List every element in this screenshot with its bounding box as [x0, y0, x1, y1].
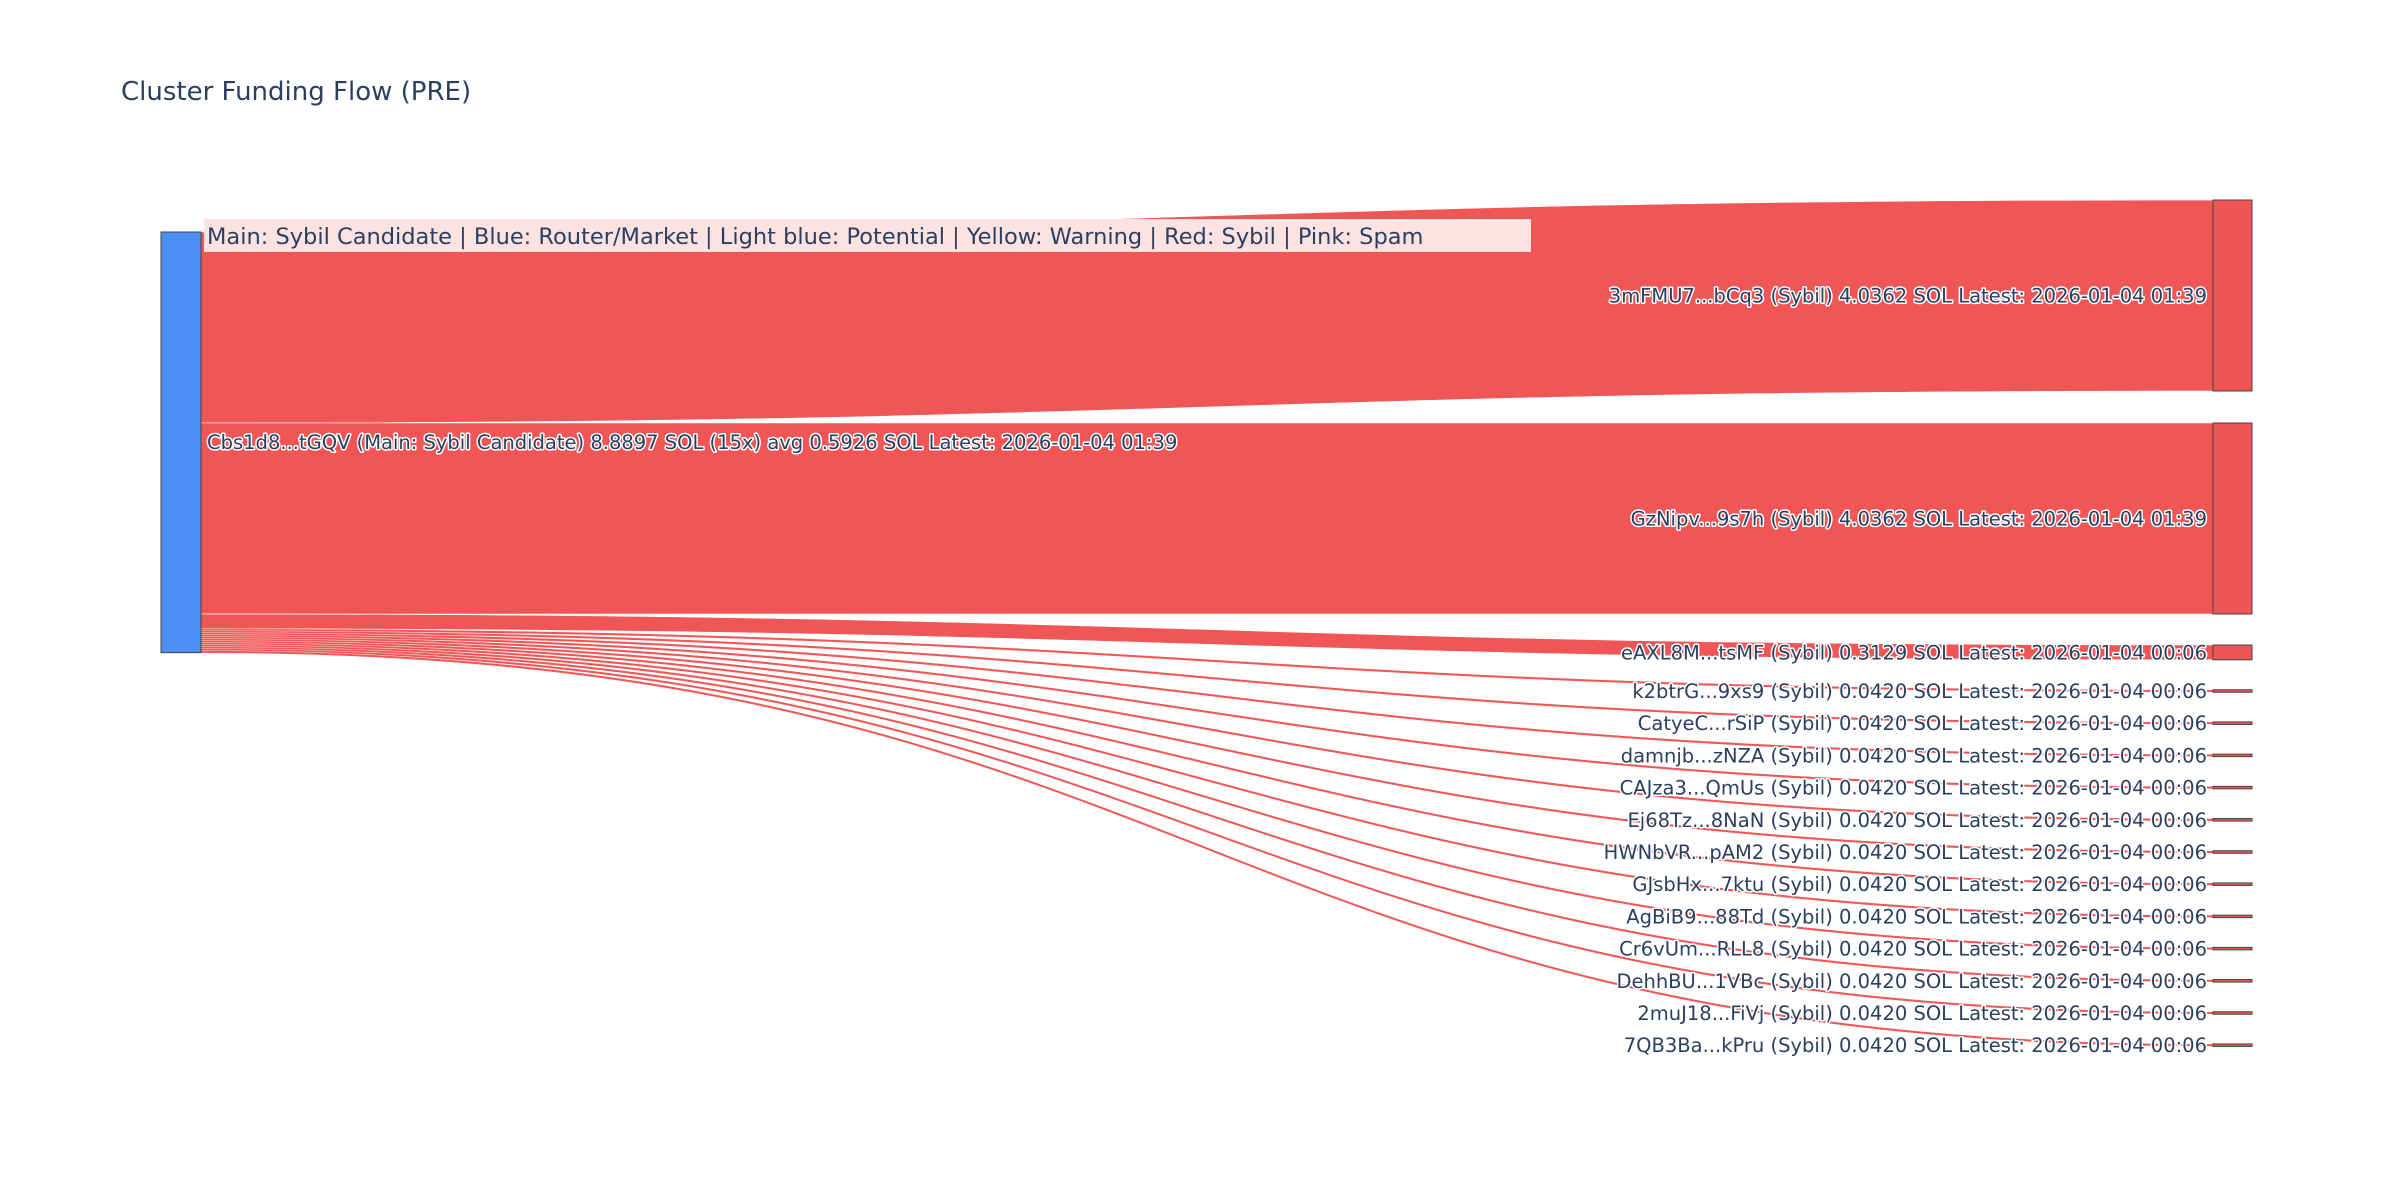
legend-background	[204, 219, 1531, 252]
target-node[interactable]	[2212, 979, 2253, 983]
target-node[interactable]	[2212, 785, 2253, 790]
target-node-label: damnjb...zNZA (Sybil) 0.0420 SOL Latest:…	[1621, 744, 2207, 767]
target-node[interactable]	[2212, 644, 2253, 661]
target-node-label: 7QB3Ba...kPru (Sybil) 0.0420 SOL Latest:…	[1624, 1034, 2207, 1057]
page-title: Cluster Funding Flow (PRE)	[121, 77, 471, 107]
target-node-label: AgBiB9...88Td (Sybil) 0.0420 SOL Latest:…	[1626, 905, 2207, 928]
target-node[interactable]	[2212, 882, 2253, 886]
target-node-label: HWNbVR...pAM2 (Sybil) 0.0420 SOL Latest:…	[1604, 841, 2207, 864]
target-node-label: 3mFMU7...bCq3 (Sybil) 4.0362 SOL Latest:…	[1609, 285, 2207, 308]
legend-box: Main: Sybil Candidate | Blue: Router/Mar…	[204, 219, 1531, 252]
target-node[interactable]	[2212, 721, 2253, 725]
target-node-label: GzNipv...9s7h (Sybil) 4.0362 SOL Latest:…	[1631, 508, 2207, 531]
target-node[interactable]	[2212, 199, 2253, 392]
target-node-label: 2muJ18...FiVj (Sybil) 0.0420 SOL Latest:…	[1637, 1002, 2207, 1025]
target-node-label: eAXL8M...tsMF (Sybil) 0.3129 SOL Latest:…	[1621, 641, 2207, 664]
target-node[interactable]	[2212, 818, 2253, 822]
target-node[interactable]	[2212, 422, 2253, 615]
target-node[interactable]	[2212, 946, 2253, 951]
target-node[interactable]	[2212, 1043, 2253, 1047]
target-node[interactable]	[2212, 914, 2253, 919]
target-node-label: CAJza3...QmUs (Sybil) 0.0420 SOL Latest:…	[1620, 777, 2207, 800]
target-node-label: GJsbHx...7ktu (Sybil) 0.0420 SOL Latest:…	[1632, 873, 2207, 896]
source-node-label: Cbs1d8...tGQV (Main: Sybil Candidate) 8.…	[207, 431, 1177, 454]
target-node-label: Ej68Tz...8NaN (Sybil) 0.0420 SOL Latest:…	[1627, 809, 2207, 832]
target-node-label: k2btrG...9xs9 (Sybil) 0.0420 SOL Latest:…	[1632, 680, 2207, 703]
source-node[interactable]	[160, 231, 202, 654]
target-node-label: CatyeC...rSiP (Sybil) 0.0420 SOL Latest:…	[1638, 712, 2207, 735]
target-node[interactable]	[2212, 753, 2253, 758]
target-node[interactable]	[2212, 1011, 2253, 1015]
target-node-label: Cr6vUm...RLL8 (Sybil) 0.0420 SOL Latest:…	[1619, 938, 2207, 961]
flow-nodes	[160, 199, 2253, 1047]
target-node[interactable]	[2212, 850, 2253, 854]
flow-labels: 3mFMU7...bCq3 (Sybil) 4.0362 SOL Latest:…	[206, 283, 2209, 1059]
legend-text: Main: Sybil Candidate | Blue: Router/Mar…	[207, 224, 1423, 250]
target-node[interactable]	[2212, 689, 2253, 693]
target-node-label: DehhBU...1VBc (Sybil) 0.0420 SOL Latest:…	[1616, 970, 2207, 993]
